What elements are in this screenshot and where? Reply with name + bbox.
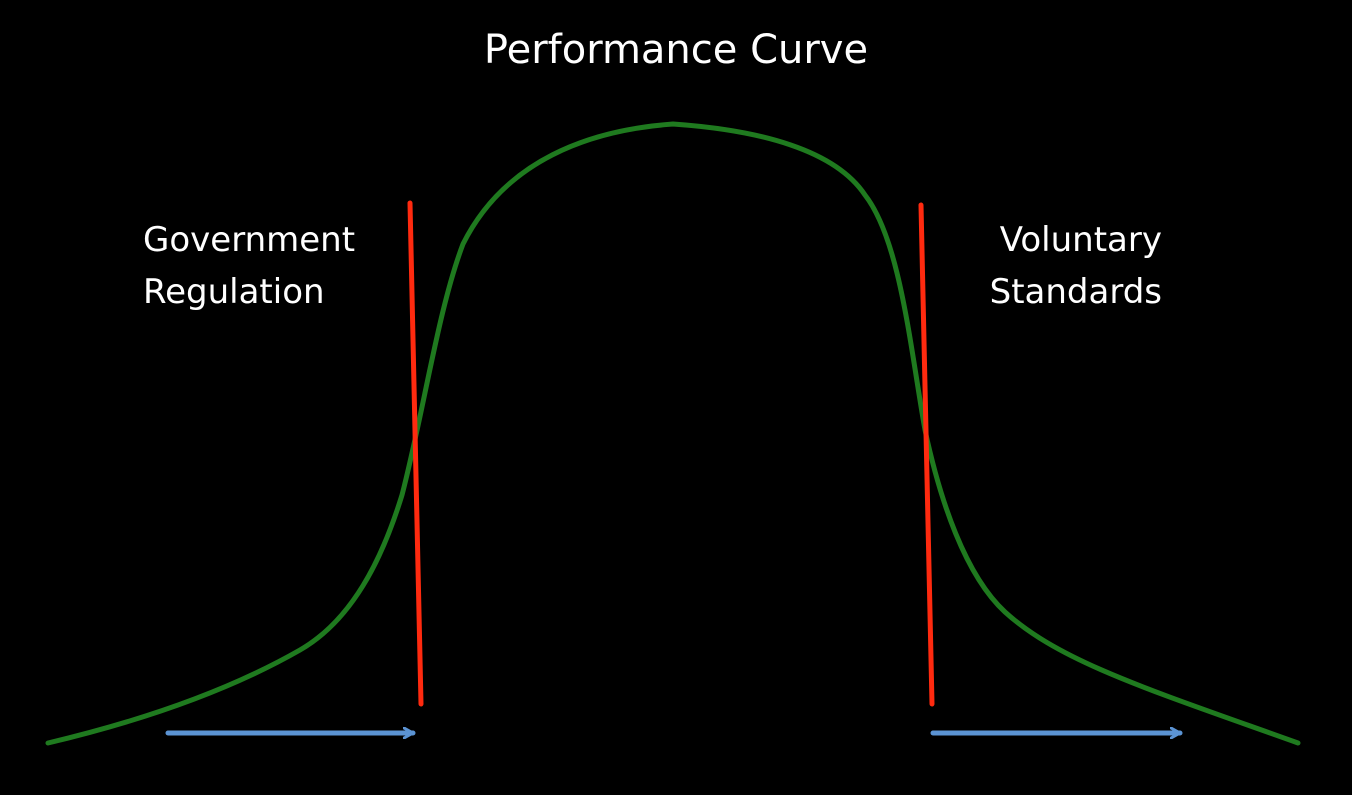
- government-regulation-line2: Regulation: [143, 272, 325, 312]
- right-threshold-line: [918, 202, 935, 707]
- government-regulation-label: Government Regulation: [143, 214, 423, 318]
- performance-curve: [45, 121, 1301, 746]
- slide-title: Performance Curve: [483, 27, 869, 73]
- government-regulation-line1: Government: [143, 220, 356, 260]
- voluntary-standards-label: Voluntary Standards: [930, 214, 1162, 318]
- voluntary-standards-line1: Voluntary: [999, 220, 1162, 260]
- voluntary-standards-line2: Standards: [989, 272, 1162, 312]
- left-threshold-line: [407, 200, 424, 707]
